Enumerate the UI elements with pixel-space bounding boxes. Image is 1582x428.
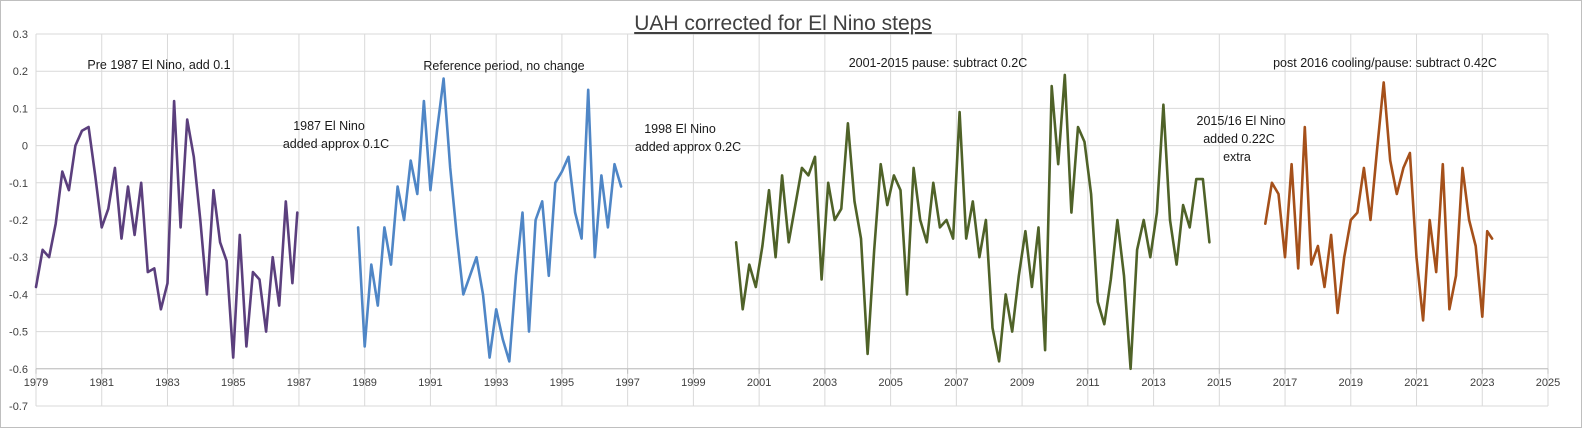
y-tick-label: -0.5 [9,327,28,339]
chart-title: UAH corrected for El Nino steps [634,12,932,35]
x-tick-label: 2001 [747,377,771,389]
y-tick-label: -0.2 [9,215,28,227]
annotation-1998-added: added approx 0.2C [635,140,741,154]
x-tick-label: 1993 [484,377,508,389]
x-axis-ticks: 1979 1981 1983 1985 1987 1989 1991 1993 1995 1997… [24,368,1560,389]
series-line-2 [356,77,623,363]
x-tick-label: 1985 [221,377,245,389]
y-tick-label: -0.6 [9,364,28,376]
y-tick-label: 0.1 [13,103,28,115]
x-tick-label: 2023 [1470,377,1494,389]
annotation-2001-2015-pause: 2001-2015 pause: subtract 0.2C [849,56,1028,70]
annotation-pre-1987: Pre 1987 El Nino, add 0.1 [87,58,230,72]
x-tick-label: 1981 [89,377,113,389]
annotation-2015-16-extra: extra [1223,150,1251,164]
series-line-4 [1264,81,1494,322]
annotation-1998-el-nino: 1998 El Nino [644,122,716,136]
y-tick-label: -0.3 [9,252,28,264]
annotation-2015-16-added: added 0.22C [1203,132,1275,146]
x-tick-label: 1997 [615,377,639,389]
y-tick-label: -0.7 [9,401,28,413]
x-tick-label: 2007 [944,377,968,389]
annotation-post-2016: post 2016 cooling/pause: subtract 0.42C [1273,56,1497,70]
x-tick-label: 1999 [681,377,705,389]
y-tick-label: 0 [22,141,28,153]
x-tick-label: 1987 [287,377,311,389]
x-tick-label: 2005 [878,377,902,389]
x-tick-label: 1983 [155,377,179,389]
annotation-1987-added: added approx 0.1C [283,137,389,151]
x-tick-label: 1989 [352,377,376,389]
y-tick-label: -0.4 [9,289,28,301]
y-axis-ticks: 0.3 0.2 0.1 0 -0.1 -0.2 -0.3 -0.4 -0.5 -0.6 -0.7 [9,29,28,413]
annotation-2015-16-el-nino: 2015/16 El Nino [1197,114,1286,128]
x-tick-label: 2019 [1339,377,1363,389]
annotation-reference-period: Reference period, no change [423,59,584,73]
x-tick-label: 1979 [24,377,48,389]
x-tick-label: 2011 [1076,377,1100,389]
x-tick-label: 2003 [813,377,837,389]
series-line-1 [34,99,299,359]
x-tick-label: 2015 [1207,377,1231,389]
annotations: Pre 1987 El Nino, add 0.1 Reference peri… [87,56,1496,164]
x-tick-label: 2025 [1536,377,1560,389]
x-tick-label: 1995 [550,377,574,389]
x-tick-label: 2021 [1404,377,1428,389]
annotation-1987-el-nino: 1987 El Nino [293,119,365,133]
series-lines [34,73,1494,371]
y-tick-label: -0.1 [9,178,28,190]
y-tick-label: 0.2 [13,66,28,78]
x-tick-label: 2013 [1141,377,1165,389]
x-tick-label: 2017 [1273,377,1297,389]
y-tick-label: 0.3 [13,29,28,41]
series-line-3 [734,73,1211,371]
x-tick-label: 1991 [418,377,442,389]
x-tick-label: 2009 [1010,377,1034,389]
